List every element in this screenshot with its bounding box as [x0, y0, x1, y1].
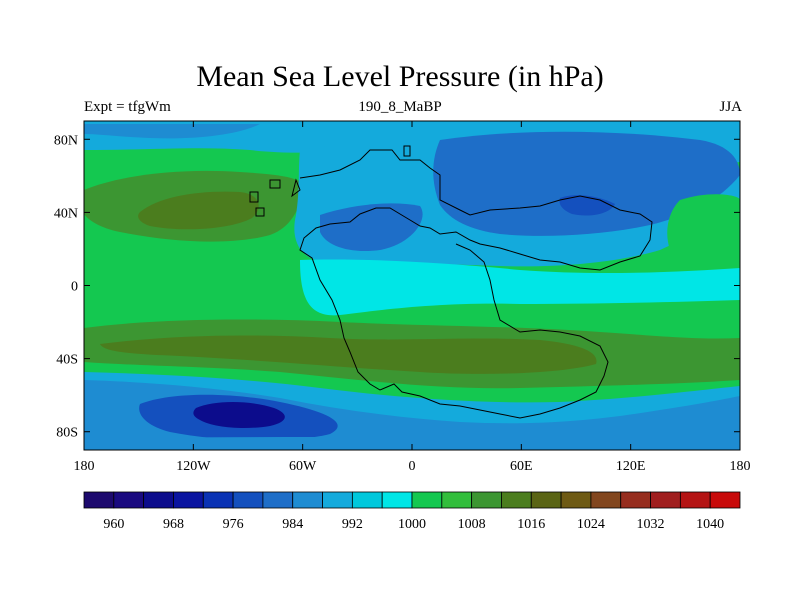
- season-label: JJA: [719, 99, 742, 115]
- colorbar-swatch: [351, 491, 383, 509]
- colorbar-swatch: [501, 491, 532, 509]
- time-period-label: 190_8_MaBP: [358, 99, 442, 115]
- experiment-label: Expt = tfgWm: [84, 99, 171, 115]
- asia-low-mid: [433, 131, 740, 236]
- continent-outline: [299, 149, 653, 419]
- colorbar: 960 968 976 984 992 1000 1008 1016 1024 1032 1040: [83, 491, 741, 532]
- colorbar-swatch: [113, 491, 145, 509]
- x-tick-label: 120E: [616, 459, 646, 474]
- colorbar-label: 1016: [517, 517, 545, 532]
- antarctic-edge: [84, 436, 740, 450]
- colorbar-swatch: [173, 491, 204, 509]
- colorbar-swatch: [143, 491, 174, 509]
- colorbar-swatch: [560, 491, 592, 509]
- colorbar-swatch: [411, 491, 443, 509]
- y-tick-label: 80S: [56, 426, 78, 441]
- arctic-low: [84, 124, 260, 139]
- colorbar-label: 1008: [458, 517, 486, 532]
- colorbar-swatch: [262, 491, 294, 509]
- colorbar-swatch: [650, 491, 681, 509]
- y-tick-label: 40S: [56, 353, 78, 368]
- x-tick-label: 0: [409, 459, 416, 474]
- island-outline: [249, 145, 411, 217]
- colorbar-swatch: [620, 491, 651, 509]
- colorbar-swatch: [292, 491, 323, 509]
- colorbar-swatch: [590, 491, 622, 509]
- x-tick-label: 60E: [510, 459, 533, 474]
- chart-title: Mean Sea Level Pressure (in hPa): [196, 60, 604, 93]
- colorbar-label: 984: [282, 517, 303, 532]
- colorbar-swatch: [471, 491, 502, 509]
- x-tick-label: 180: [74, 459, 95, 474]
- colorbar-swatch: [530, 491, 562, 509]
- mideast-low: [320, 203, 423, 252]
- colorbar-swatch: [83, 491, 115, 509]
- x-tick-label: 120W: [176, 459, 211, 474]
- colorbar-swatch: [441, 491, 473, 509]
- colorbar-swatch: [381, 491, 413, 509]
- colorbar-swatch: [709, 491, 741, 509]
- y-tick-label: 80N: [54, 133, 78, 148]
- x-tick-label: 60W: [289, 459, 317, 474]
- colorbar-label: 1032: [637, 517, 665, 532]
- map-field: [84, 121, 740, 450]
- south-high-inner: [100, 335, 597, 374]
- x-tick-label: 180: [730, 459, 751, 474]
- colorbar-label: 1024: [577, 517, 605, 532]
- pacific-east-high: [667, 194, 740, 281]
- y-tick-label: 0: [71, 280, 78, 295]
- colorbar-swatch: [679, 491, 711, 509]
- colorbar-label: 976: [223, 517, 244, 532]
- southern-ocean-deep: [193, 402, 285, 428]
- colorbar-swatch: [202, 491, 234, 509]
- equatorial-trough: [300, 259, 740, 316]
- colorbar-label: 960: [103, 517, 124, 532]
- colorbar-label: 1000: [398, 517, 426, 532]
- colorbar-label: 968: [163, 517, 184, 532]
- colorbar-swatch: [322, 491, 353, 509]
- colorbar-label: 992: [342, 517, 363, 532]
- y-tick-label: 40N: [54, 206, 78, 221]
- axes: 180 120W 60W 0 60E 120E 180 80N 40N 0 40S 80S: [54, 121, 751, 474]
- north-high-inner: [138, 191, 259, 230]
- colorbar-label: 1040: [696, 517, 724, 532]
- colorbar-swatch: [232, 491, 264, 509]
